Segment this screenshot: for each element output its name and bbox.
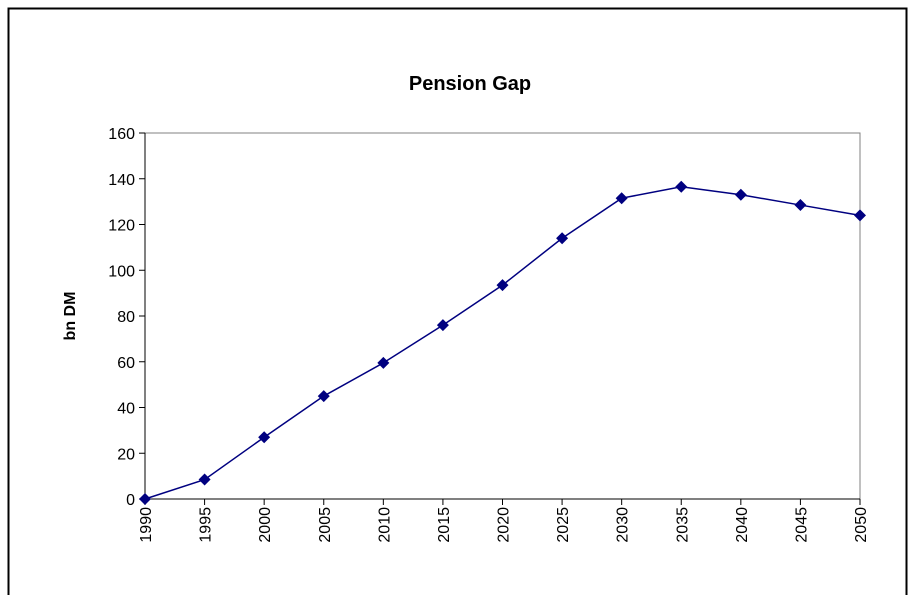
y-tick-label: 140	[108, 172, 135, 189]
y-axis-label: bn DM	[62, 292, 79, 341]
data-point	[794, 199, 807, 212]
x-tick-label: 1990	[138, 507, 155, 543]
data-point	[317, 390, 330, 403]
x-tick-label: 2025	[555, 507, 572, 543]
y-tick-label: 60	[117, 355, 135, 372]
x-tick-label: 2030	[615, 507, 632, 543]
series-line	[144, 185, 861, 500]
y-tick-label: 40	[117, 401, 135, 418]
y-tick-label: 0	[126, 492, 135, 509]
x-tick-label: 2000	[257, 507, 274, 543]
data-point	[854, 209, 866, 222]
x-tick-label: 2020	[496, 507, 513, 543]
x-tick-label: 2005	[317, 507, 334, 543]
data-point	[377, 356, 390, 369]
data-point	[615, 192, 628, 205]
data-point	[496, 279, 509, 292]
data-point	[139, 493, 151, 505]
y-tick-label: 120	[108, 218, 135, 235]
y-tick-label: 160	[108, 126, 135, 143]
data-point	[198, 473, 211, 486]
data-point	[675, 180, 688, 193]
data-point	[556, 232, 569, 245]
x-tick-label: 2040	[734, 507, 751, 543]
x-tick-label: 2015	[436, 507, 453, 543]
x-tick-label: 2010	[376, 507, 393, 543]
x-tick-label: 1995	[198, 507, 215, 543]
x-tick-label: 2050	[853, 507, 870, 543]
chart-frame	[7, 7, 908, 595]
x-tick-label: 2035	[674, 507, 691, 543]
data-point	[436, 319, 449, 332]
data-point	[734, 188, 747, 201]
chart-title: Pension Gap	[409, 73, 531, 95]
y-tick-label: 100	[108, 263, 135, 280]
data-point	[258, 431, 271, 444]
y-tick-label: 80	[117, 309, 135, 326]
y-tick-label: 20	[117, 446, 135, 463]
x-tick-label: 2045	[793, 507, 810, 543]
plot-area	[144, 132, 861, 500]
